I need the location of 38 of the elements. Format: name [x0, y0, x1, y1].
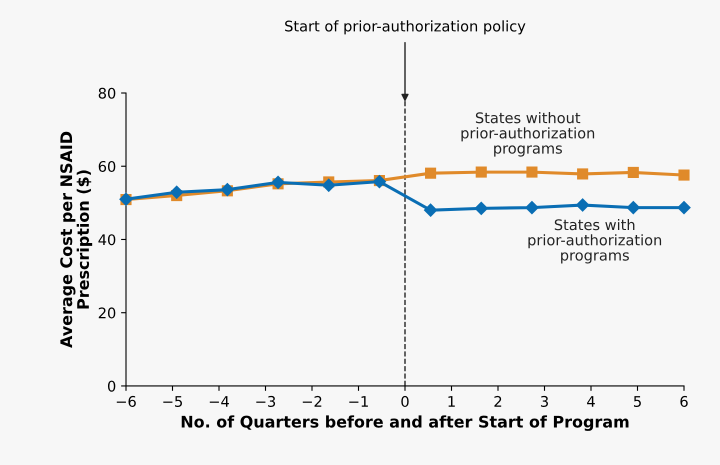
point — [476, 166, 487, 178]
x-tick-label: −2 — [302, 396, 322, 407]
x-tick-label: 6 — [680, 396, 688, 407]
ref-line-label: Start of prior-authorization policy — [285, 20, 526, 34]
y-tick-label: 60 — [98, 160, 116, 172]
x-tick-label: 5 — [634, 396, 641, 407]
series-label: States with prior-authorization programs — [528, 218, 662, 264]
x-tick-label: −5 — [163, 396, 182, 407]
point — [577, 168, 588, 180]
x-tick-label: 3 — [540, 396, 548, 407]
y-tick-label: 20 — [98, 307, 116, 318]
x-tick-label: −1 — [349, 396, 368, 407]
point — [322, 178, 336, 192]
x-tick-label: −6 — [116, 396, 136, 407]
y-tick-label: 80 — [98, 88, 116, 99]
point — [424, 204, 438, 217]
y-tick-label: 40 — [98, 234, 116, 246]
point — [425, 168, 436, 179]
x-tick-label: −4 — [210, 396, 229, 407]
point — [628, 166, 639, 178]
y-axis-title: Average Cost per NSAID Prescription ($) — [60, 132, 92, 348]
point — [474, 202, 488, 215]
point — [576, 198, 590, 212]
x-tick-label: 2 — [494, 396, 502, 407]
x-tick-label: −3 — [256, 396, 276, 407]
point — [526, 166, 538, 178]
x-axis-title: No. of Quarters before and after Start of Program — [182, 415, 628, 431]
series-label: States without prior-authorization programs — [461, 112, 594, 157]
point — [525, 201, 539, 214]
point — [170, 186, 184, 199]
point — [678, 169, 690, 181]
x-tick-label: 4 — [587, 396, 595, 407]
point — [677, 201, 691, 214]
point — [626, 201, 640, 214]
x-tick-label: 0 — [401, 396, 409, 407]
x-tick-label: 1 — [448, 396, 455, 407]
y-tick-label: 0 — [108, 380, 116, 392]
point — [271, 176, 285, 189]
